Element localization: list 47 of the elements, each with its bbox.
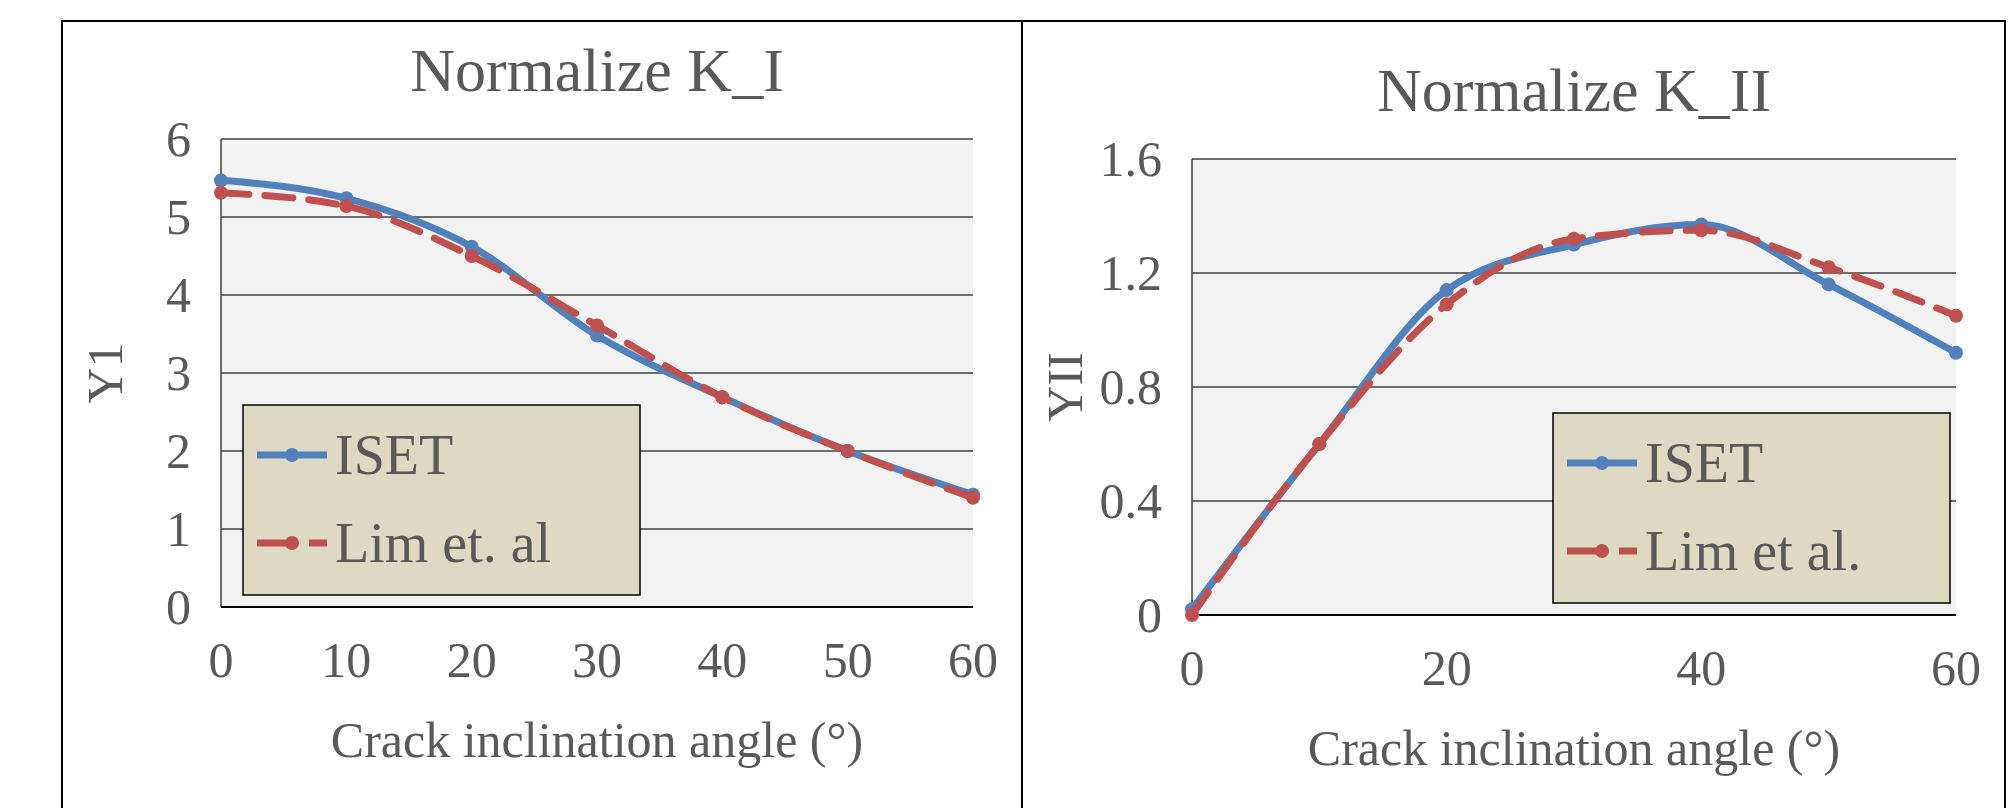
y-tick-label: 1 bbox=[166, 501, 191, 557]
point bbox=[1439, 283, 1454, 298]
x-tick-label: 40 bbox=[1676, 640, 1727, 696]
x-axis-title: Crack inclination angle (°) bbox=[330, 712, 864, 768]
point bbox=[1185, 608, 1199, 622]
y-tick-label: 1.2 bbox=[1099, 245, 1162, 301]
point bbox=[1694, 223, 1709, 238]
legend-label: ISET bbox=[335, 424, 454, 486]
x-tick-label: 20 bbox=[1421, 640, 1472, 696]
point bbox=[339, 199, 354, 214]
x-tick-label: 30 bbox=[572, 632, 622, 688]
y-tick-label: 3 bbox=[166, 345, 191, 401]
point bbox=[1949, 345, 1963, 360]
y-tick-label: 6 bbox=[166, 111, 191, 167]
point bbox=[590, 318, 604, 333]
point bbox=[214, 173, 228, 188]
x-tick-label: 60 bbox=[948, 632, 998, 688]
legend-label: Lim et al. bbox=[1645, 520, 1862, 582]
x-tick-label: 20 bbox=[446, 632, 497, 688]
y-axis-title: Y1 bbox=[77, 342, 133, 404]
point bbox=[464, 249, 479, 263]
y-tick-label: 0 bbox=[1137, 587, 1162, 643]
point bbox=[214, 185, 228, 200]
y-axis-title: YII bbox=[1037, 352, 1093, 422]
y-tick-label: 5 bbox=[166, 189, 191, 245]
x-tick-label: 40 bbox=[697, 632, 748, 688]
y-tick-label: 0.4 bbox=[1099, 473, 1162, 529]
x-axis-title: Crack inclination angle (°) bbox=[1307, 720, 1841, 776]
chart-title: Normalize K_II bbox=[1376, 56, 1772, 124]
legend-label: ISET bbox=[1645, 432, 1764, 494]
chart-title: Normalize K_I bbox=[410, 36, 784, 104]
point bbox=[1567, 231, 1581, 246]
point bbox=[1439, 297, 1454, 312]
point bbox=[1821, 277, 1836, 292]
x-tick-label: 0 bbox=[208, 632, 234, 688]
y-tick-label: 1.6 bbox=[1099, 131, 1162, 187]
x-tick-label: 0 bbox=[1179, 640, 1205, 696]
y-tick-label: 0 bbox=[166, 579, 191, 635]
x-tick-label: 10 bbox=[321, 632, 372, 688]
legend-label: Lim et. al bbox=[335, 512, 552, 574]
y-tick-label: 2 bbox=[166, 423, 191, 479]
point bbox=[1821, 260, 1836, 275]
y-tick-label: 0.8 bbox=[1099, 359, 1162, 415]
x-tick-label: 60 bbox=[1931, 640, 1981, 696]
x-tick-label: 50 bbox=[822, 632, 873, 688]
y-tick-label: 4 bbox=[166, 267, 191, 323]
point bbox=[1949, 308, 1963, 323]
